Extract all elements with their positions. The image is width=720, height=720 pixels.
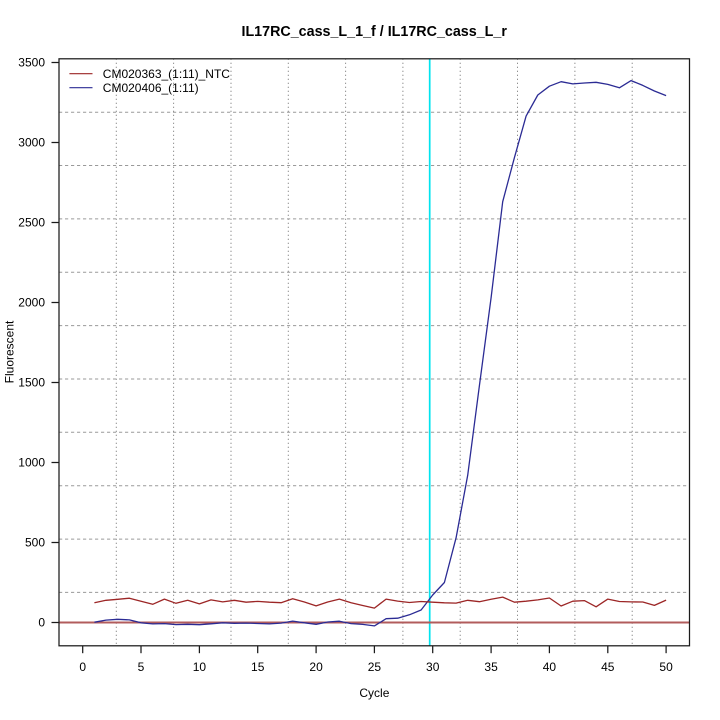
svg-text:45: 45 — [601, 660, 615, 674]
svg-text:50: 50 — [659, 660, 673, 674]
svg-text:10: 10 — [193, 660, 207, 674]
svg-text:3000: 3000 — [18, 136, 45, 150]
svg-text:35: 35 — [484, 660, 498, 674]
svg-text:1500: 1500 — [18, 376, 45, 390]
svg-text:500: 500 — [25, 536, 45, 550]
svg-text:20: 20 — [309, 660, 323, 674]
svg-text:40: 40 — [543, 660, 557, 674]
svg-text:30: 30 — [426, 660, 440, 674]
svg-text:3500: 3500 — [18, 56, 45, 70]
svg-text:1000: 1000 — [18, 456, 45, 470]
svg-text:Cycle: Cycle — [359, 686, 389, 700]
svg-text:Fluorescent: Fluorescent — [3, 320, 17, 383]
svg-text:5: 5 — [138, 660, 145, 674]
svg-text:25: 25 — [368, 660, 382, 674]
svg-text:0: 0 — [38, 616, 45, 630]
svg-text:0: 0 — [79, 660, 86, 674]
svg-text:IL17RC_cass_L_1_f / IL17RC_cas: IL17RC_cass_L_1_f / IL17RC_cass_L_r — [241, 24, 507, 40]
svg-text:2500: 2500 — [18, 216, 45, 230]
svg-text:2000: 2000 — [18, 296, 45, 310]
svg-text:15: 15 — [251, 660, 265, 674]
svg-text:CM020363_(1:11)_NTC: CM020363_(1:11)_NTC — [103, 67, 231, 81]
svg-text:CM020406_(1:11): CM020406_(1:11) — [103, 81, 199, 95]
